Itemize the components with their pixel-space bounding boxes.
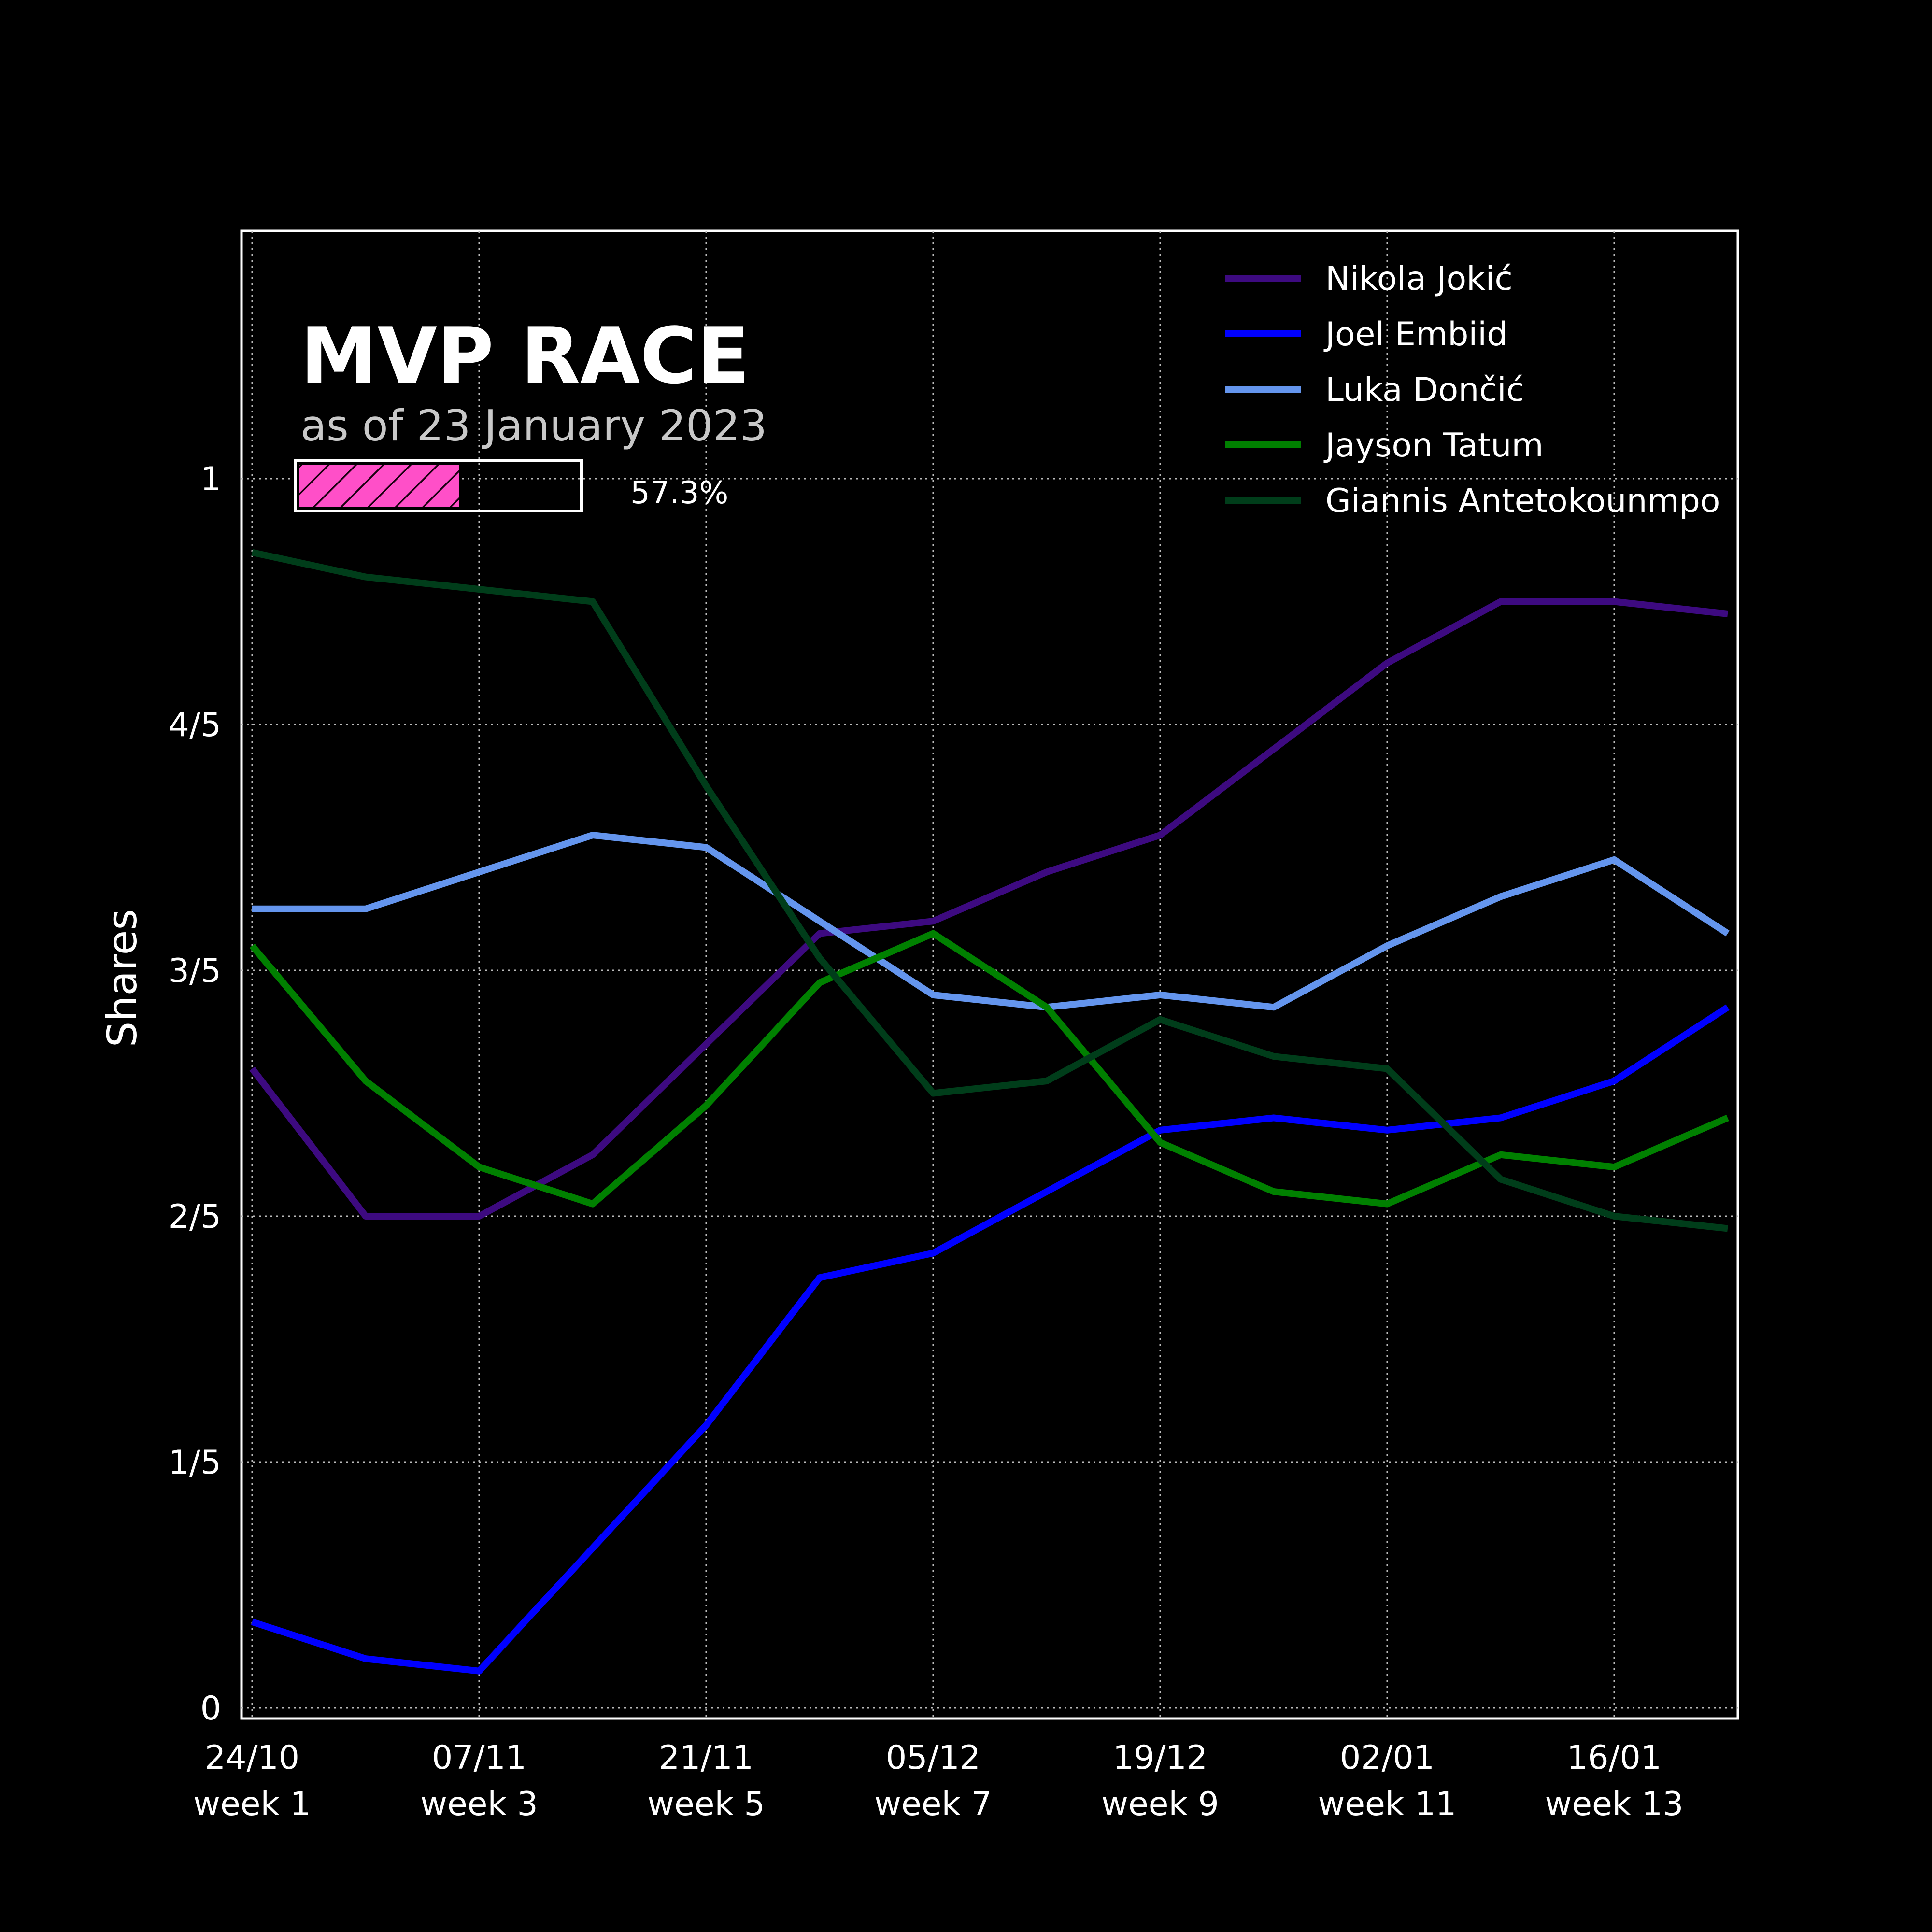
x-tick-week: week 1 bbox=[193, 1785, 311, 1823]
y-tick-label: 3/5 bbox=[169, 952, 221, 990]
legend: Nikola Jokić Joel Embiid Luka Dončić Jayson… bbox=[1225, 260, 1720, 520]
y-tick-label: 2/5 bbox=[169, 1198, 221, 1236]
x-tick-date: 21/11 bbox=[659, 1739, 753, 1777]
series-line-joel-embiid bbox=[251, 1004, 1730, 1675]
progress-indicator: 57.3% bbox=[294, 459, 728, 512]
y-tick-label: 1 bbox=[200, 460, 221, 498]
x-tick-week: week 13 bbox=[1545, 1785, 1684, 1823]
x-tick-week: week 9 bbox=[1101, 1785, 1219, 1823]
x-tick-date: 16/01 bbox=[1567, 1739, 1662, 1777]
legend-label: Nikola Jokić bbox=[1325, 260, 1513, 298]
legend-label: Luka Dončić bbox=[1325, 371, 1524, 409]
series-lines bbox=[249, 549, 1730, 1675]
series-line-luka-doncic bbox=[252, 832, 1730, 1011]
y-tick-label: 0 bbox=[200, 1690, 221, 1728]
x-axis-ticks: 24/10 week 1 07/11 week 3 21/11 week 5 05/12 we… bbox=[193, 1739, 1683, 1823]
progress-label: 57.3% bbox=[630, 475, 728, 511]
series-line-giannis-antetokounmpo bbox=[251, 549, 1728, 1232]
legend-label: Giannis Antetokounmpo bbox=[1325, 482, 1720, 520]
chart-title: MVP RACE bbox=[300, 311, 750, 401]
x-tick-week: week 5 bbox=[647, 1785, 765, 1823]
grid bbox=[242, 231, 1738, 1719]
y-tick-label: 1/5 bbox=[169, 1444, 221, 1482]
legend-label: Jayson Tatum bbox=[1323, 426, 1544, 465]
legend-label: Joel Embiid bbox=[1323, 315, 1507, 354]
x-tick-date: 02/01 bbox=[1340, 1739, 1435, 1777]
chart-subtitle: as of 23 January 2023 bbox=[300, 401, 767, 451]
y-tick-label: 4/5 bbox=[169, 706, 221, 744]
x-tick-week: week 7 bbox=[874, 1785, 992, 1823]
progress-fill bbox=[299, 465, 459, 507]
y-axis-label: Shares bbox=[99, 909, 146, 1047]
x-tick-date: 07/11 bbox=[432, 1739, 526, 1777]
x-tick-date: 24/10 bbox=[205, 1739, 299, 1777]
x-tick-date: 19/12 bbox=[1113, 1739, 1208, 1777]
progress-track bbox=[294, 459, 583, 512]
x-tick-week: week 3 bbox=[420, 1785, 538, 1823]
y-axis-ticks: 0 1/5 2/5 3/5 4/5 1 bbox=[169, 460, 221, 1728]
x-tick-date: 05/12 bbox=[886, 1739, 980, 1777]
series-line-nikola-jokic bbox=[249, 598, 1728, 1220]
x-tick-week: week 11 bbox=[1318, 1785, 1457, 1823]
